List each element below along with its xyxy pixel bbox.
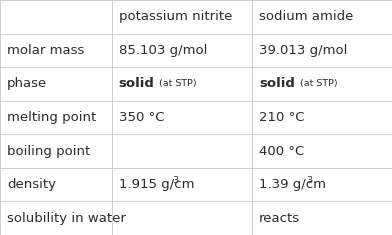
Text: 210 °C: 210 °C bbox=[259, 111, 305, 124]
Text: 39.013 g/mol: 39.013 g/mol bbox=[259, 44, 347, 57]
Text: density: density bbox=[7, 178, 56, 191]
Text: 400 °C: 400 °C bbox=[259, 145, 304, 158]
Text: 85.103 g/mol: 85.103 g/mol bbox=[119, 44, 207, 57]
Text: sodium amide: sodium amide bbox=[259, 10, 354, 23]
Text: (at STP): (at STP) bbox=[156, 79, 197, 88]
Text: potassium nitrite: potassium nitrite bbox=[119, 10, 232, 23]
Text: phase: phase bbox=[7, 77, 47, 90]
Text: 3: 3 bbox=[307, 176, 313, 185]
Text: boiling point: boiling point bbox=[7, 145, 90, 158]
Text: solid: solid bbox=[259, 77, 295, 90]
Text: 1.39 g/cm: 1.39 g/cm bbox=[259, 178, 326, 191]
Text: solubility in water: solubility in water bbox=[7, 212, 126, 225]
Text: 350 °C: 350 °C bbox=[119, 111, 164, 124]
Text: (at STP): (at STP) bbox=[297, 79, 338, 88]
Text: solid: solid bbox=[119, 77, 155, 90]
Text: reacts: reacts bbox=[259, 212, 300, 225]
Text: 1.915 g/cm: 1.915 g/cm bbox=[119, 178, 194, 191]
Text: 3: 3 bbox=[172, 176, 178, 185]
Text: melting point: melting point bbox=[7, 111, 96, 124]
Text: molar mass: molar mass bbox=[7, 44, 84, 57]
